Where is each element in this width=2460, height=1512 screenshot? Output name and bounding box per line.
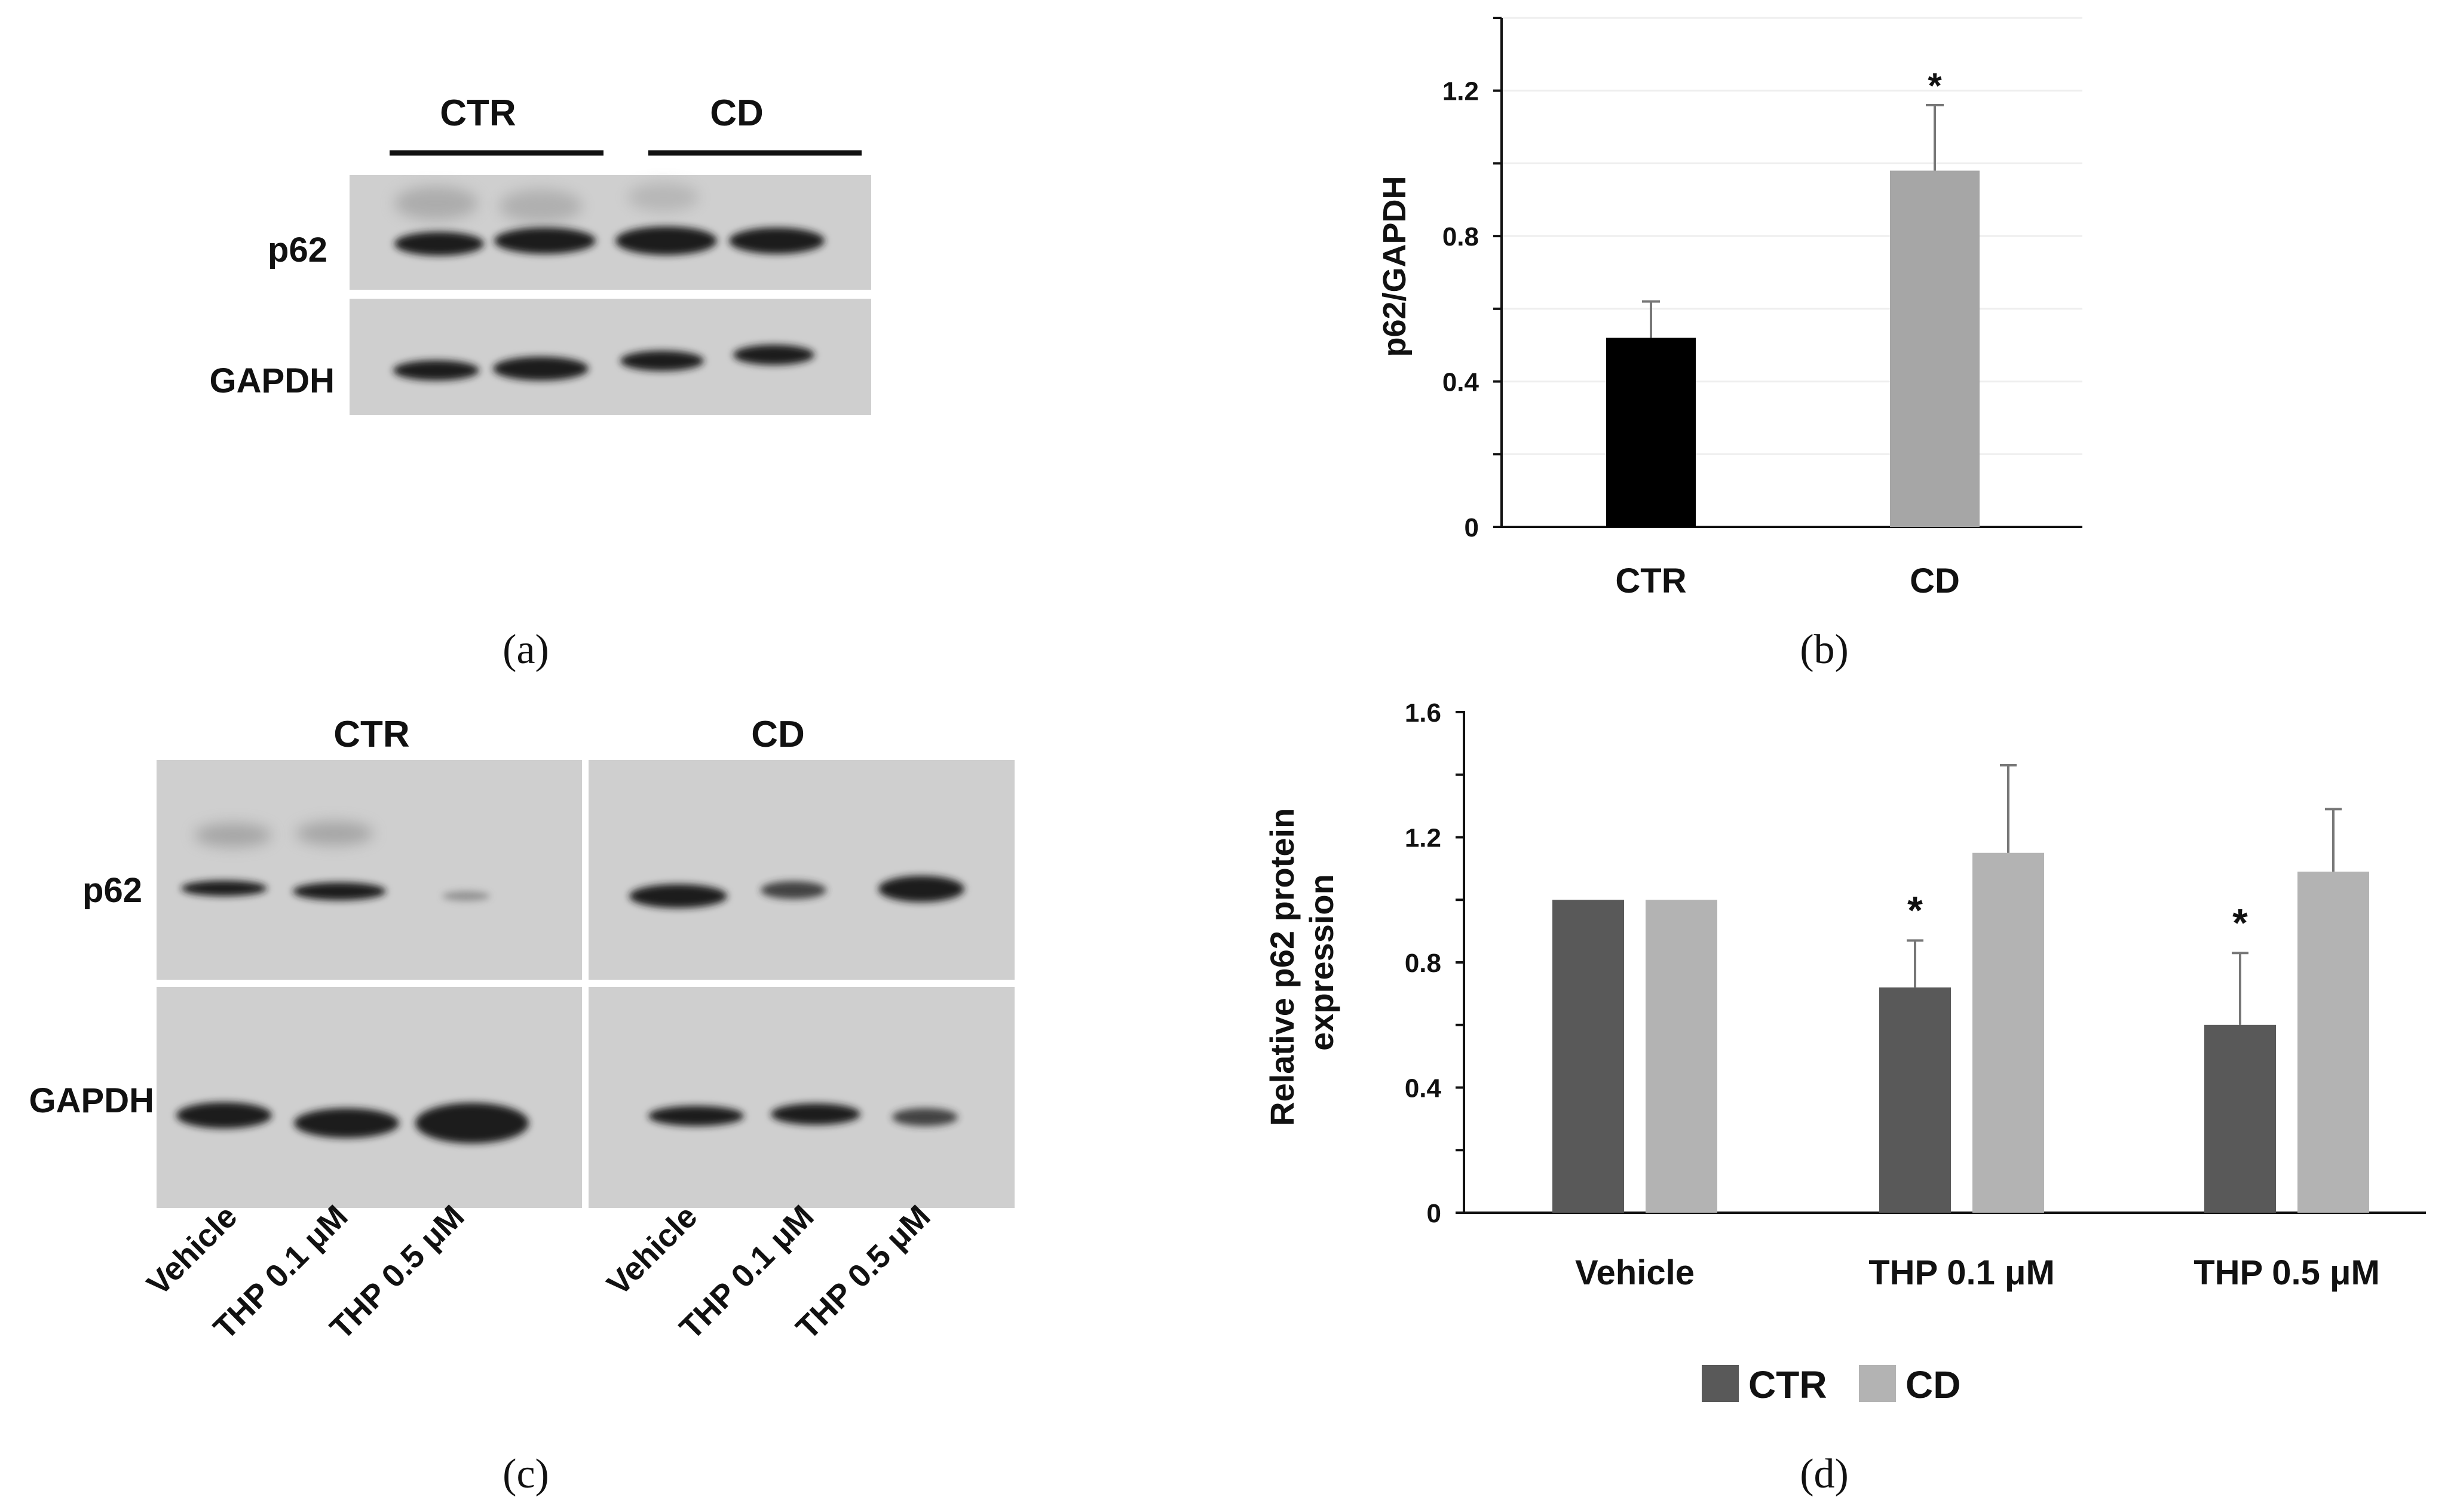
- blot-c-gapdh-band: [176, 1102, 272, 1128]
- blot-a-smear: [499, 189, 583, 223]
- chart-b-y-tick-label: 0.4: [1442, 368, 1479, 397]
- blot-c-cd-p62-membrane: [589, 760, 1015, 980]
- blot-c-gapdh-band: [771, 1103, 860, 1125]
- blot-a-gapdh-band: [733, 345, 814, 365]
- blot-c-p62-band: [878, 876, 964, 902]
- blot-a-group-label-cd: CD: [710, 93, 764, 134]
- blot-c-group-label-cd: CD: [751, 714, 805, 755]
- chart-d-x-tick-label: THP 0.5 μM: [2194, 1253, 2380, 1292]
- chart-b-significance-marker: *: [1928, 66, 1942, 106]
- blot-a-p62-band: [615, 226, 717, 255]
- chart-d-y-axis-label-line-2: expression: [1303, 874, 1340, 1051]
- blot-a-band-label-gapdh: GAPDH: [210, 361, 335, 400]
- chart-d-y-tick-label: 1.6: [1405, 698, 1441, 728]
- chart-b-bar: [1606, 338, 1696, 527]
- blot-a-group-label-ctr: CTR: [440, 93, 516, 134]
- blot-a-p62-band: [494, 228, 596, 254]
- blot-c-gapdh-band: [294, 1108, 399, 1138]
- chart-b-y-tick-label: 0: [1465, 513, 1479, 542]
- blot-c-group-label-ctr: CTR: [333, 714, 409, 755]
- chart-d-bar: [1646, 900, 1717, 1213]
- chart-d-y-tick-label: 0.4: [1405, 1074, 1442, 1103]
- caption-a: (a): [503, 627, 549, 673]
- chart-d-y-tick-label: 0.8: [1405, 949, 1441, 978]
- chart-d-bars: * *: [1552, 764, 2369, 1213]
- chart-d-y-tick-label: 1.2: [1405, 824, 1441, 853]
- chart-d-significance-marker: *: [2232, 900, 2248, 944]
- chart-d-y-axis-label-line-1: Relative p62 protein: [1263, 808, 1301, 1126]
- chart-d-legend-label: CTR: [1748, 1363, 1827, 1406]
- chart-d-y-axis-label: Relative p62 protein expression: [1263, 799, 1340, 1126]
- chart-b-y-ticks: 0 0.4 0.8 1.2: [1442, 17, 1502, 542]
- blot-a-band-label-p62: p62: [268, 231, 327, 269]
- blot-a-gapdh-band: [493, 357, 589, 381]
- blot-a-p62-band: [729, 228, 825, 254]
- chart-d-bar: [2297, 872, 2369, 1213]
- blot-c-p62-band: [761, 881, 826, 899]
- chart-b-gridlines: [1502, 17, 2082, 455]
- chart-d-legend-swatch: [1859, 1365, 1896, 1402]
- blot-a-smear: [627, 183, 699, 211]
- blot-c-smear: [296, 821, 373, 845]
- blot-c-smear: [194, 823, 272, 847]
- blot-c-lane-label: Vehicle: [600, 1198, 704, 1302]
- chart-d-bar: [2204, 1025, 2276, 1213]
- blot-a-gapdh-band: [393, 360, 479, 381]
- panel-c-blot: CTR CD p62 GAPDH Vehicle THP 0.1 μM THP …: [29, 714, 1015, 1497]
- caption-d: (d): [1800, 1451, 1849, 1497]
- chart-b-x-tick-label: CD: [1910, 562, 1960, 600]
- blot-c-lane-label: Vehicle: [140, 1198, 244, 1302]
- chart-d-x-tick-label: Vehicle: [1575, 1253, 1695, 1292]
- blot-a-gapdh-band: [620, 351, 704, 371]
- chart-d-x-labels: Vehicle THP 0.1 μM THP 0.5 μM: [1575, 1253, 2380, 1292]
- blot-c-p62-band: [293, 882, 386, 900]
- blot-c-cd-gapdh-membrane: [589, 987, 1015, 1208]
- blot-a-p62-band: [394, 232, 484, 256]
- chart-d-bar: [1552, 900, 1624, 1213]
- chart-b-bar: [1890, 170, 1980, 527]
- blot-c-gapdh-band: [892, 1108, 958, 1126]
- blot-c-band-label-gapdh: GAPDH: [29, 1081, 154, 1120]
- chart-d-y-tick-label: 0: [1427, 1199, 1441, 1228]
- chart-d-bar: [1879, 987, 1951, 1213]
- blot-c-p62-band: [181, 881, 267, 896]
- chart-b-y-tick-label: 0.8: [1442, 222, 1479, 252]
- chart-b-x-tick-label: CTR: [1615, 562, 1686, 600]
- blot-c-gapdh-band: [415, 1103, 529, 1143]
- chart-d-y-ticks: 0 0.4 0.8 1.2 1.6: [1405, 698, 1464, 1228]
- chart-d-significance-marker: *: [1907, 888, 1923, 932]
- panel-a-blot: CTR CD p62 GAPDH (a): [210, 93, 871, 673]
- blot-c-band-label-p62: p62: [82, 871, 142, 910]
- chart-b-y-axis-label: p62/GAPDH: [1377, 176, 1413, 357]
- blot-c-ctr-gapdh-membrane: [157, 987, 582, 1208]
- chart-d-legend: CTR CD: [1702, 1363, 1960, 1406]
- panel-d-chart: 00.40.81.21.6 * * Vehicle THP 0.1 μM THP 0.…: [1263, 698, 2426, 1497]
- chart-d-legend-swatch: [1702, 1365, 1739, 1402]
- caption-b: (b): [1800, 627, 1849, 673]
- blot-c-ctr-p62-membrane: [157, 760, 582, 980]
- blot-a-smear: [394, 186, 478, 220]
- chart-d-bar: [1972, 852, 2044, 1213]
- chart-d-legend-label: CD: [1905, 1363, 1960, 1406]
- blot-c-gapdh-band: [648, 1106, 744, 1126]
- blot-c-p62-band: [442, 891, 490, 901]
- chart-b-bars: *: [1606, 66, 1980, 527]
- chart-b-y-tick-label: 1.2: [1442, 77, 1479, 106]
- chart-b-x-labels: CTR CD: [1615, 562, 1959, 600]
- caption-c: (c): [503, 1451, 549, 1497]
- blot-c-p62-band: [629, 884, 727, 908]
- chart-d-x-tick-label: THP 0.1 μM: [1868, 1253, 2055, 1292]
- panel-b-chart: 0 0.4 0.8 1.2 * CTR CD p62/GAPDH (b): [1377, 17, 2082, 673]
